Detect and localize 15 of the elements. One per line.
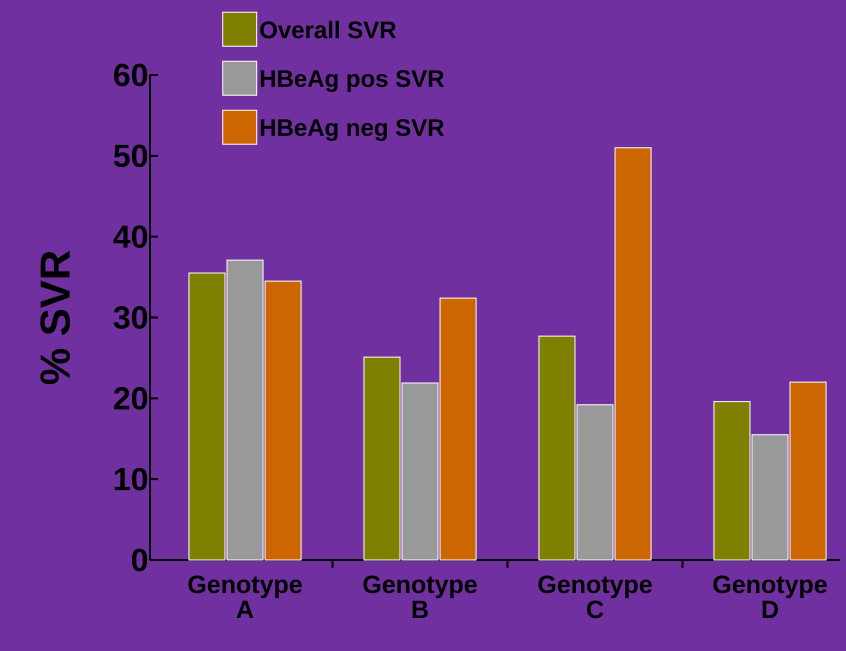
y-axis-title: % SVR <box>40 250 70 384</box>
x-tick-label: Genotype D <box>713 576 827 618</box>
legend-label: Overall SVR <box>260 20 396 38</box>
y-tick-label: 10 <box>114 468 148 490</box>
y-tick-label: 50 <box>114 144 148 168</box>
y-tick-label: 60 <box>114 64 148 86</box>
y-tick-label: 40 <box>113 225 148 248</box>
y-tick-label: 0 <box>132 548 148 572</box>
y-tick-label: 20 <box>114 387 148 410</box>
legend-label: HBeAg pos SVR <box>260 70 444 92</box>
y-tick-label: 30 <box>114 306 148 329</box>
x-tick-label: Genotype A <box>188 576 302 618</box>
x-tick-label: Genotype C <box>538 576 652 618</box>
x-tick-label: Genotype B <box>363 576 477 618</box>
legend-label: HBeAg neg SVR <box>260 119 444 141</box>
